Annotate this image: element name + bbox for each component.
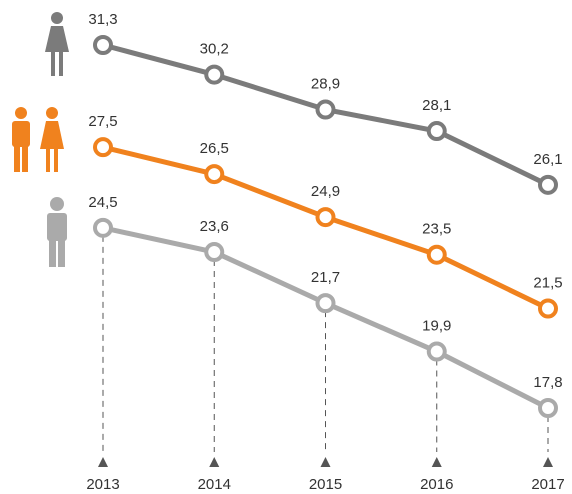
x-tick-label: 2017 [531, 476, 564, 493]
arrow [98, 457, 108, 467]
arrow [431, 457, 442, 467]
x-tick-label: 2013 [86, 476, 119, 493]
arrow [543, 457, 553, 467]
point [93, 35, 113, 55]
point [538, 174, 558, 195]
value-label: 31,3 [88, 11, 117, 28]
value-label: 28,1 [422, 97, 451, 114]
couple-icon [12, 107, 64, 172]
point [204, 242, 225, 263]
value-label: 19,9 [422, 318, 451, 335]
point [93, 217, 113, 238]
x-tick-label: 2016 [420, 476, 453, 493]
value-label: 17,8 [533, 374, 562, 391]
value-label: 28,9 [311, 76, 340, 93]
woman-icon [45, 12, 69, 76]
value-label: 23,5 [422, 221, 451, 238]
point [538, 398, 558, 418]
value-label: 24,9 [311, 183, 340, 200]
arrow [209, 457, 220, 467]
arrow [320, 457, 331, 467]
value-label: 27,5 [88, 113, 117, 130]
x-tick-label: 2014 [198, 476, 231, 493]
point [426, 341, 447, 362]
point [204, 164, 225, 185]
value-label: 21,7 [311, 269, 340, 286]
value-label: 30,2 [200, 41, 229, 58]
point [93, 137, 113, 158]
point [426, 244, 447, 265]
point [315, 207, 336, 228]
x-tick-label: 2015 [309, 476, 342, 493]
value-label: 26,5 [200, 140, 229, 157]
value-label: 26,1 [533, 151, 562, 168]
point [315, 99, 336, 120]
point [204, 64, 225, 85]
man-icon [47, 197, 67, 267]
value-label: 21,5 [533, 274, 562, 291]
point [426, 121, 447, 142]
point [315, 293, 336, 314]
value-label: 23,6 [200, 218, 229, 235]
value-label: 24,5 [88, 194, 117, 211]
point [538, 298, 558, 319]
